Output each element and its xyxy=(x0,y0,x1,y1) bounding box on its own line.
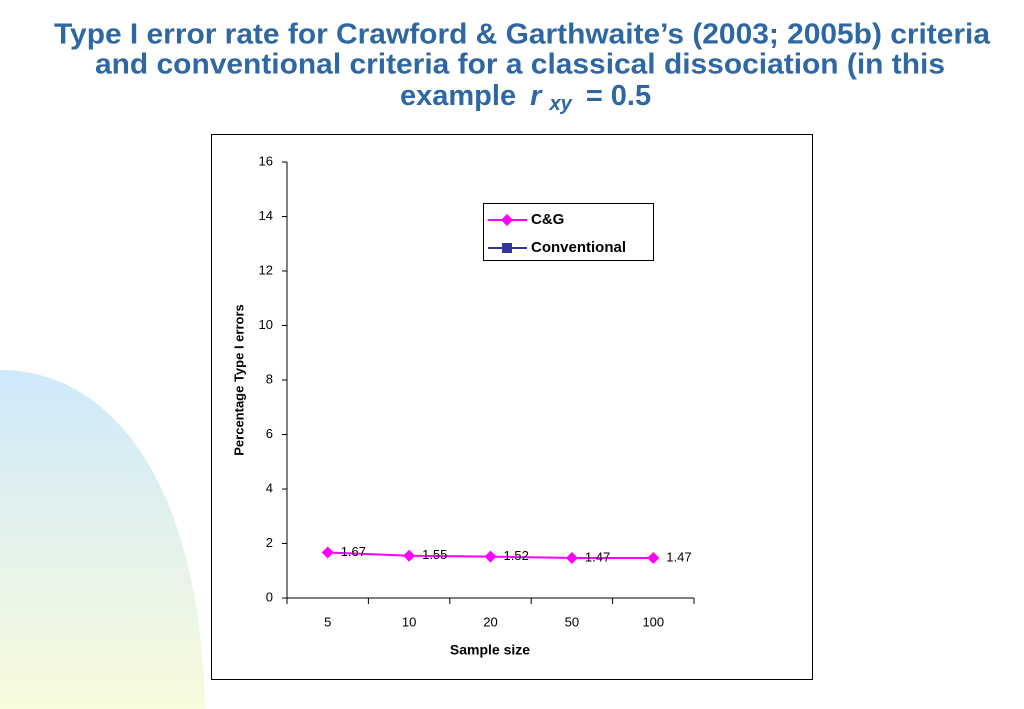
title-sub: xy xyxy=(549,93,573,115)
title-word: example xyxy=(400,80,516,112)
data-label: 1.55 xyxy=(422,547,447,562)
data-label: 1.47 xyxy=(666,549,691,564)
marker xyxy=(321,546,334,559)
marker xyxy=(565,551,578,564)
y-tick-label: 12 xyxy=(259,262,273,277)
title-var: r xyxy=(530,80,543,112)
data-label: 1.52 xyxy=(504,548,529,563)
x-tick-label: 20 xyxy=(483,614,497,629)
title-line: Type I error rate for Crawford & Garthwa… xyxy=(54,19,991,51)
x-tick-label: 50 xyxy=(565,614,579,629)
data-label: 1.67 xyxy=(341,544,366,559)
y-tick-label: 6 xyxy=(266,426,273,441)
data-label: 1.47 xyxy=(585,549,610,564)
marker xyxy=(647,551,660,564)
marker xyxy=(501,214,513,226)
legend-label: Conventional xyxy=(531,239,626,256)
y-tick-label: 2 xyxy=(266,535,273,550)
y-tick-label: 0 xyxy=(266,589,273,604)
decor-shape xyxy=(0,370,205,709)
title-line: and conventional criteria for a classica… xyxy=(95,49,945,81)
x-tick-label: 100 xyxy=(642,614,664,629)
legend-label: C&G xyxy=(531,211,564,228)
marker xyxy=(484,550,497,563)
title-rest: = 0.5 xyxy=(586,80,651,112)
y-tick-label: 4 xyxy=(266,480,273,495)
title-line: example r xy = 0.5 xyxy=(400,80,651,120)
x-tick-label: 10 xyxy=(402,614,416,629)
y-tick-label: 16 xyxy=(259,153,273,168)
marker xyxy=(403,549,416,562)
y-tick-label: 14 xyxy=(259,208,273,223)
y-tick-label: 8 xyxy=(266,371,273,386)
y-tick-label: 10 xyxy=(259,317,273,332)
y-axis-label: Percentage Type I errors xyxy=(231,304,246,456)
marker xyxy=(502,243,512,253)
x-tick-label: 5 xyxy=(324,614,331,629)
x-axis-label: Sample size xyxy=(450,642,530,658)
